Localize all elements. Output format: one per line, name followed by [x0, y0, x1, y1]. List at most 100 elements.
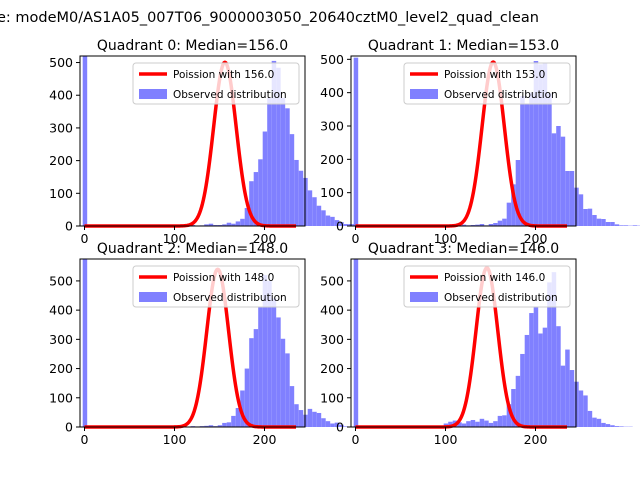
histogram-bar: [479, 418, 485, 427]
y-tick-label: 200: [49, 361, 73, 376]
histogram-bar: [289, 386, 295, 427]
histogram-bar: [502, 415, 507, 427]
histogram-bar: [298, 410, 304, 427]
histogram-bar: [587, 208, 593, 226]
histogram-bar: [542, 327, 548, 427]
histogram-bar: [466, 421, 471, 427]
histogram-bar: [339, 424, 344, 427]
histogram-bar: [294, 159, 299, 226]
histogram-bar: [267, 280, 272, 427]
histogram-bar: [330, 423, 335, 427]
legend-box: [403, 62, 571, 105]
histogram-bar: [307, 190, 313, 226]
x-tick-label: 0: [81, 432, 89, 447]
histogram-bar: [506, 404, 512, 427]
histogram-bar: [307, 408, 313, 427]
quadrant-1-axes: 0 100 200 0 100 200 300 400 500 Poission with 153…: [320, 38, 640, 246]
histogram-bar: [578, 194, 584, 226]
histogram-bar: [244, 368, 250, 427]
histogram-bar: [321, 418, 326, 427]
histogram-bar: [262, 275, 268, 427]
y-tick-label: 100: [320, 390, 344, 405]
histogram-bar: [312, 197, 317, 226]
histogram-bar: [249, 181, 254, 226]
histogram-bar: [253, 172, 259, 226]
legend-entry: Poission with 146.0: [444, 272, 545, 284]
histogram-bar: [82, 259, 88, 427]
x-tick-label: 200: [524, 432, 548, 447]
y-tick-label: 0: [65, 420, 73, 435]
y-tick-label: 0: [336, 219, 344, 234]
histogram-bar: [619, 225, 624, 226]
histogram-bar: [208, 223, 214, 226]
histogram-bar: [610, 222, 615, 226]
histogram-bar: [321, 210, 326, 226]
y-tick-label: 400: [320, 303, 344, 318]
histogram-bar: [565, 171, 570, 226]
x-tick-label: 200: [524, 231, 548, 246]
histogram-bar: [524, 104, 530, 226]
histogram-bar: [610, 425, 615, 427]
histogram-bar: [285, 353, 290, 427]
figure-suptitle: n file: modeM0/AS1A05_007T06_9000003050_…: [0, 10, 539, 26]
y-tick-label: 300: [49, 332, 73, 347]
histogram-bar: [493, 223, 498, 226]
histogram-bar: [271, 298, 277, 427]
histogram-bar: [204, 425, 209, 427]
histogram-bar: [253, 329, 259, 427]
y-tick-label: 200: [320, 152, 344, 167]
histogram-bar: [587, 410, 593, 427]
histogram-bar: [461, 224, 467, 226]
histogram-bar: [524, 334, 530, 427]
histogram-bar: [596, 418, 602, 427]
x-tick-label: 100: [163, 432, 187, 447]
histogram-bar: [226, 422, 232, 427]
histogram-bar: [82, 56, 88, 226]
histogram-bar: [258, 307, 263, 427]
y-tick-label: 0: [336, 420, 344, 435]
histogram-bar: [533, 307, 539, 427]
histogram-bar: [276, 67, 281, 227]
y-tick-label: 400: [320, 85, 344, 100]
x-tick-label: 200: [253, 432, 277, 447]
histogram-bar: [515, 375, 521, 427]
histogram-bar: [542, 62, 548, 226]
quadrant-2-axes: 0 100 200 0 100 200 300 400 500 Poission with 148…: [49, 241, 367, 447]
histogram-bar: [520, 96, 525, 226]
x-tick-label: 200: [253, 231, 277, 246]
histogram-bar: [538, 64, 543, 226]
legend-box: [403, 265, 571, 308]
histogram-bar: [601, 422, 606, 427]
histogram-bar: [353, 57, 359, 226]
x-tick-label: 100: [163, 231, 187, 246]
legend-entry: Observed distribution: [444, 89, 558, 101]
x-tick-label: 0: [352, 432, 360, 447]
histogram-bar: [605, 222, 611, 226]
histogram-bar: [538, 333, 543, 427]
legend-bar-swatch: [139, 292, 167, 302]
histogram-bar: [343, 426, 349, 427]
histogram-bar: [470, 419, 476, 427]
histogram-bar: [208, 425, 214, 427]
histogram-bar: [334, 220, 340, 226]
histogram-bar: [556, 126, 561, 226]
histogram-bar: [497, 220, 503, 226]
histogram-bar: [204, 224, 209, 226]
quadrant-3-axes: 0 100 200 0 100 200 300 400 500 Poission with 146…: [320, 241, 633, 447]
x-tick-label: 100: [434, 432, 458, 447]
legend-box: [132, 62, 300, 105]
quadrant-3-title: Quadrant 3: Median=146.0: [368, 241, 559, 257]
histogram-bar: [515, 160, 521, 226]
legend-box: [132, 265, 300, 308]
legend-entry: Poission with 153.0: [444, 69, 545, 81]
histogram-bar: [533, 61, 539, 226]
histogram-bar: [280, 338, 286, 427]
y-tick-label: 100: [49, 390, 73, 405]
histogram-bar: [592, 417, 597, 427]
legend-bar-swatch: [410, 292, 438, 302]
histogram-bar: [289, 134, 295, 226]
histogram-bar: [511, 389, 516, 427]
histogram-bar: [520, 353, 525, 427]
histogram-bar: [551, 133, 557, 226]
